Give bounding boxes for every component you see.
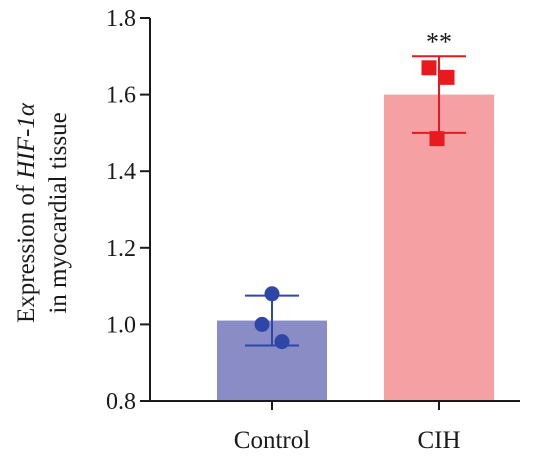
- y-axis-label-line2: in myocardial tissue: [45, 112, 72, 313]
- error-bars-layer: [245, 55, 466, 347]
- y-tick-label: 1.0: [106, 312, 136, 338]
- data-point-control: [264, 286, 280, 302]
- axes-layer: [140, 17, 520, 410]
- x-tick-label-cih: CIH: [417, 427, 460, 454]
- y-tick-label: 1.4: [106, 159, 136, 185]
- bars-layer: [217, 94, 494, 401]
- y-axis-label: Expression of HIF-1α in myocardial tissu…: [13, 102, 72, 323]
- data-point-control: [274, 334, 290, 350]
- y-tick-label: 1.6: [106, 83, 136, 109]
- data-point-cih: [421, 60, 437, 76]
- data-points-layer: [254, 60, 455, 350]
- y-axis-label-line1: Expression of HIF-1α: [13, 102, 40, 323]
- labels-layer: Control ** CIH 0.8 1.0 1.2 1.4 1.6 1.8: [106, 6, 461, 454]
- y-tick-label: 1.2: [106, 236, 136, 262]
- data-point-cih: [439, 69, 455, 85]
- y-tick-label: 1.8: [106, 6, 136, 32]
- data-point-cih: [429, 131, 445, 147]
- y-tick-label: 0.8: [106, 389, 136, 415]
- data-point-control: [254, 316, 270, 332]
- x-tick-label-control: Control: [234, 427, 310, 454]
- significance-label: **: [426, 27, 452, 56]
